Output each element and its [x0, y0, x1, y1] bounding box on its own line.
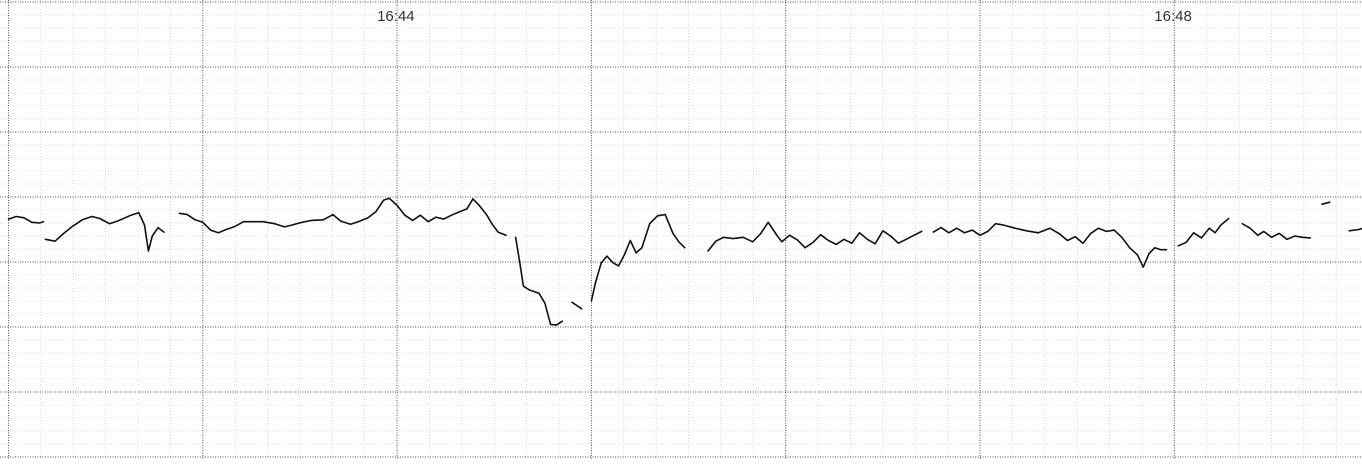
trace-segment [933, 224, 1166, 268]
trace-segment [1178, 219, 1229, 246]
trace-segment [572, 302, 582, 309]
trace-segment [591, 215, 684, 301]
trace-segment [180, 198, 506, 235]
trace-segment [516, 237, 563, 325]
time-labels: 16:44 16:48 [377, 8, 1192, 25]
time-label: 16:48 [1154, 8, 1192, 25]
trace-segment [45, 213, 163, 251]
trace-segment [9, 217, 44, 224]
trace-segment [1322, 202, 1330, 204]
trace-segment [1242, 224, 1310, 240]
trace-segment [708, 222, 922, 251]
trace-segment [1349, 226, 1362, 231]
time-label: 16:44 [377, 8, 415, 25]
